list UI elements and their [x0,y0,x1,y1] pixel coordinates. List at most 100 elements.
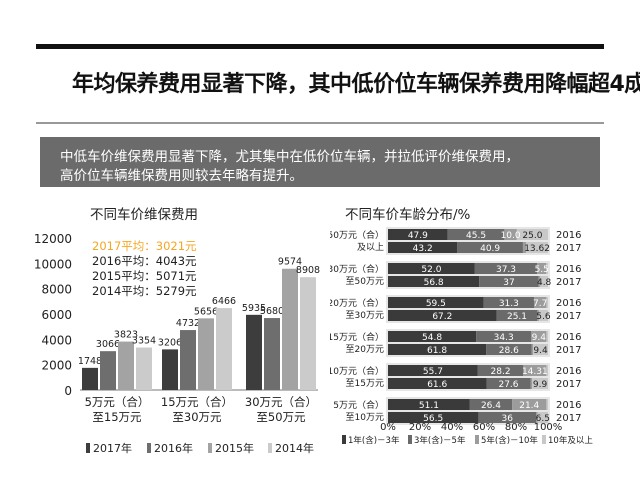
top-rule [36,44,604,49]
legend-label: 3年(含)－5年 [414,435,466,446]
segment-label: 37 [503,278,514,288]
segment [537,310,539,321]
category-label: 至15万元 [92,410,142,424]
segment-label: 25.1 [507,312,527,322]
segment-label: 40.9 [480,244,500,254]
segment [496,310,538,321]
average-label: 2014平均：5279元 [92,284,197,298]
year-label: 2017 [556,277,581,288]
segment-label: 56.8 [424,278,444,288]
category-label: 30万元（合） [330,263,384,275]
segment-label: 10.0 [501,231,521,241]
segment-label: 67.2 [432,312,452,322]
segment-label: 21.4 [519,401,539,411]
segment [532,378,548,389]
segment-label: 43.2 [413,244,433,254]
category-label: 5万元（合） [85,395,150,409]
year-label: 2016 [556,332,581,343]
category-label: 50万元（合） [330,229,384,241]
segment [474,263,538,274]
segment [469,399,513,410]
bar-value-label: 3823 [114,330,138,341]
legend-swatch [342,435,346,444]
page-headline: 年均保养费用显著下降，其中低价位车辆保养费用降幅超4成 [72,72,640,97]
category-label: 15万元（合） [330,331,384,343]
segment [388,344,487,355]
segment [531,344,534,355]
category-label: 30万元（合） [245,395,317,409]
year-label: 2017 [556,345,581,356]
segment-label: 13.62 [524,244,550,254]
category-label: 至30万元 [172,410,222,424]
segment [516,229,548,240]
segment-label: 26.4 [481,401,501,411]
left-chart-title: 不同车价维保费用 [90,207,198,223]
year-label: 2017 [556,413,581,424]
segment [388,412,479,423]
average-label: 2015平均：5071元 [92,269,197,283]
x-tick-label: 80% [505,422,527,433]
segment-label: 9.9 [533,380,548,390]
segment-label: 5.6 [536,312,551,322]
segment [388,365,478,376]
year-label: 2016 [556,366,581,377]
segment [546,365,548,376]
segment [388,276,480,287]
segment-label: 28.2 [491,367,511,377]
segment-label: 37.3 [496,265,516,275]
segment-label: 27.6 [498,380,518,390]
legend-label: 1年(含)－3年 [348,435,400,446]
y-tick-label: 0 [64,384,72,398]
segment-label: 14.31 [522,367,548,377]
year-label: 2016 [556,298,581,309]
segment [533,344,548,355]
bar-value-label: 5680 [260,306,284,317]
segment [388,242,458,253]
segment [531,331,547,342]
segment-label: 34.3 [494,333,514,343]
x-tick-label: 20% [409,422,431,433]
y-tick-label: 2000 [41,359,72,373]
segment [538,310,548,321]
segment-label: 54.8 [422,333,442,343]
segment-label: 28.6 [499,346,519,356]
bar-value-label: 1748 [78,356,102,367]
bar-value-label: 5656 [194,306,218,317]
category-label: 20万元（合） [330,297,384,309]
legend-label: 2015年 [215,441,254,455]
legend-label: 5年(含)－10年 [481,435,538,446]
segment-label: 45.5 [466,231,486,241]
legend-label: 2017年 [93,441,132,455]
bar-value-label: 6466 [212,296,236,307]
segment-label: 25.0 [522,231,542,241]
legend-label: 2016年 [154,441,193,455]
category-label: 至50万元 [346,276,384,287]
bar [216,308,232,390]
segment-label: 31.3 [499,299,519,309]
bar-value-label: 8908 [296,265,320,276]
bar [246,314,262,390]
legend-swatch [86,443,90,453]
legend-label: 10年及以上 [548,435,593,446]
legend-swatch [268,443,272,453]
bar [162,349,178,390]
category-label: 5万元（合） [333,399,384,411]
bar-value-label: 4732 [176,318,200,329]
legend-swatch [147,443,151,453]
average-label: 2016平均：4043元 [92,254,197,268]
category-label: 10万元（合） [330,365,384,377]
segment [504,229,517,240]
summary-banner: 中低车价维保费用显著下降，尤其集中在低价位车辆，并拉低评价维保费用， 高价位车辆… [40,137,600,187]
cost-bar-chart: 0200040006000800010000120001748306638233… [34,232,320,455]
segment [536,412,538,423]
segment [523,365,547,376]
segment-label: 55.7 [423,367,443,377]
legend-swatch [475,435,479,444]
segment [388,297,484,308]
segment-label: 61.8 [427,346,447,356]
segment [388,263,475,274]
segment [388,310,497,321]
legend-swatch [542,435,546,444]
segment-label: 9.4 [533,346,548,356]
segment [537,263,547,274]
